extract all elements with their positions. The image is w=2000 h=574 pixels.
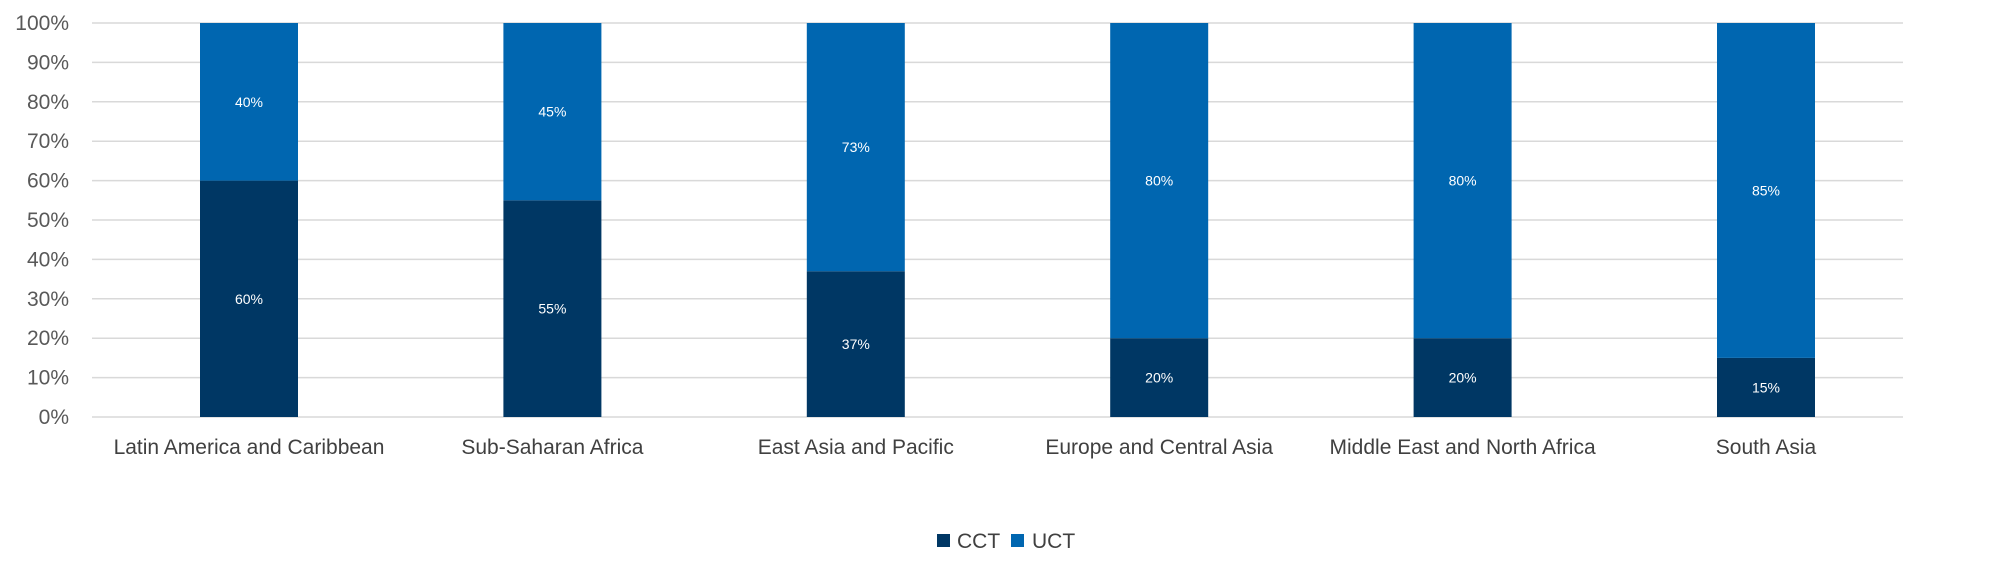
data-label: 73% bbox=[842, 139, 870, 155]
y-tick-label: 30% bbox=[27, 288, 69, 311]
legend: CCT UCT bbox=[937, 530, 1075, 553]
y-tick-label: 90% bbox=[27, 51, 69, 74]
bar-uct bbox=[1413, 23, 1512, 339]
y-tick-label: 10% bbox=[27, 367, 69, 390]
data-label: 55% bbox=[538, 301, 566, 317]
legend-label-uct: UCT bbox=[1032, 530, 1075, 553]
x-axis-labels: Latin America and Caribbean Sub-Saharan A… bbox=[114, 436, 1817, 459]
bar-cct bbox=[503, 200, 602, 417]
data-label: 40% bbox=[235, 94, 263, 110]
data-label: 20% bbox=[1449, 370, 1477, 386]
y-axis-ticks: 0% 10% 20% 30% 40% 50% 60% 70% 80% 90% 100% bbox=[15, 12, 69, 429]
data-label: 45% bbox=[538, 104, 566, 120]
bar-cct bbox=[1413, 338, 1512, 417]
y-tick-label: 60% bbox=[27, 170, 69, 193]
bar-cct bbox=[200, 180, 298, 417]
data-label: 37% bbox=[842, 336, 870, 352]
data-label: 80% bbox=[1145, 173, 1173, 189]
data-label: 15% bbox=[1752, 379, 1780, 395]
y-tick-label: 20% bbox=[27, 327, 69, 350]
bars: 60% 40% 55% 45% 37% 73% 20% 80% 20% 80% 15% 85% bbox=[200, 23, 1815, 417]
category-label: Sub-Saharan Africa bbox=[461, 436, 643, 459]
gridlines bbox=[92, 22, 1903, 418]
category-label: Europe and Central Asia bbox=[1045, 436, 1273, 459]
bar-uct bbox=[200, 23, 298, 181]
data-label: 80% bbox=[1449, 173, 1477, 189]
data-label: 20% bbox=[1145, 370, 1173, 386]
legend-swatch-uct bbox=[1011, 534, 1024, 547]
bar-uct bbox=[806, 23, 905, 272]
category-label: South Asia bbox=[1716, 436, 1817, 459]
bar-cct bbox=[1717, 357, 1815, 417]
y-tick-label: 0% bbox=[39, 406, 69, 429]
category-label: Latin America and Caribbean bbox=[114, 436, 385, 459]
bar-uct bbox=[1110, 23, 1209, 339]
legend-label-cct: CCT bbox=[957, 530, 1000, 553]
y-tick-label: 50% bbox=[27, 209, 69, 232]
legend-swatch-cct bbox=[937, 534, 950, 547]
y-tick-label: 70% bbox=[27, 130, 69, 153]
bar-cct bbox=[1110, 338, 1209, 417]
y-tick-label: 40% bbox=[27, 248, 69, 271]
y-tick-label: 100% bbox=[15, 12, 69, 35]
bar-cct bbox=[806, 271, 905, 417]
category-label: East Asia and Pacific bbox=[758, 436, 954, 459]
bar-uct bbox=[503, 23, 602, 201]
category-label: Middle East and North Africa bbox=[1330, 436, 1596, 459]
bar-uct bbox=[1717, 23, 1815, 358]
data-label: 60% bbox=[235, 291, 263, 307]
y-tick-label: 80% bbox=[27, 91, 69, 114]
data-label: 85% bbox=[1752, 182, 1780, 198]
